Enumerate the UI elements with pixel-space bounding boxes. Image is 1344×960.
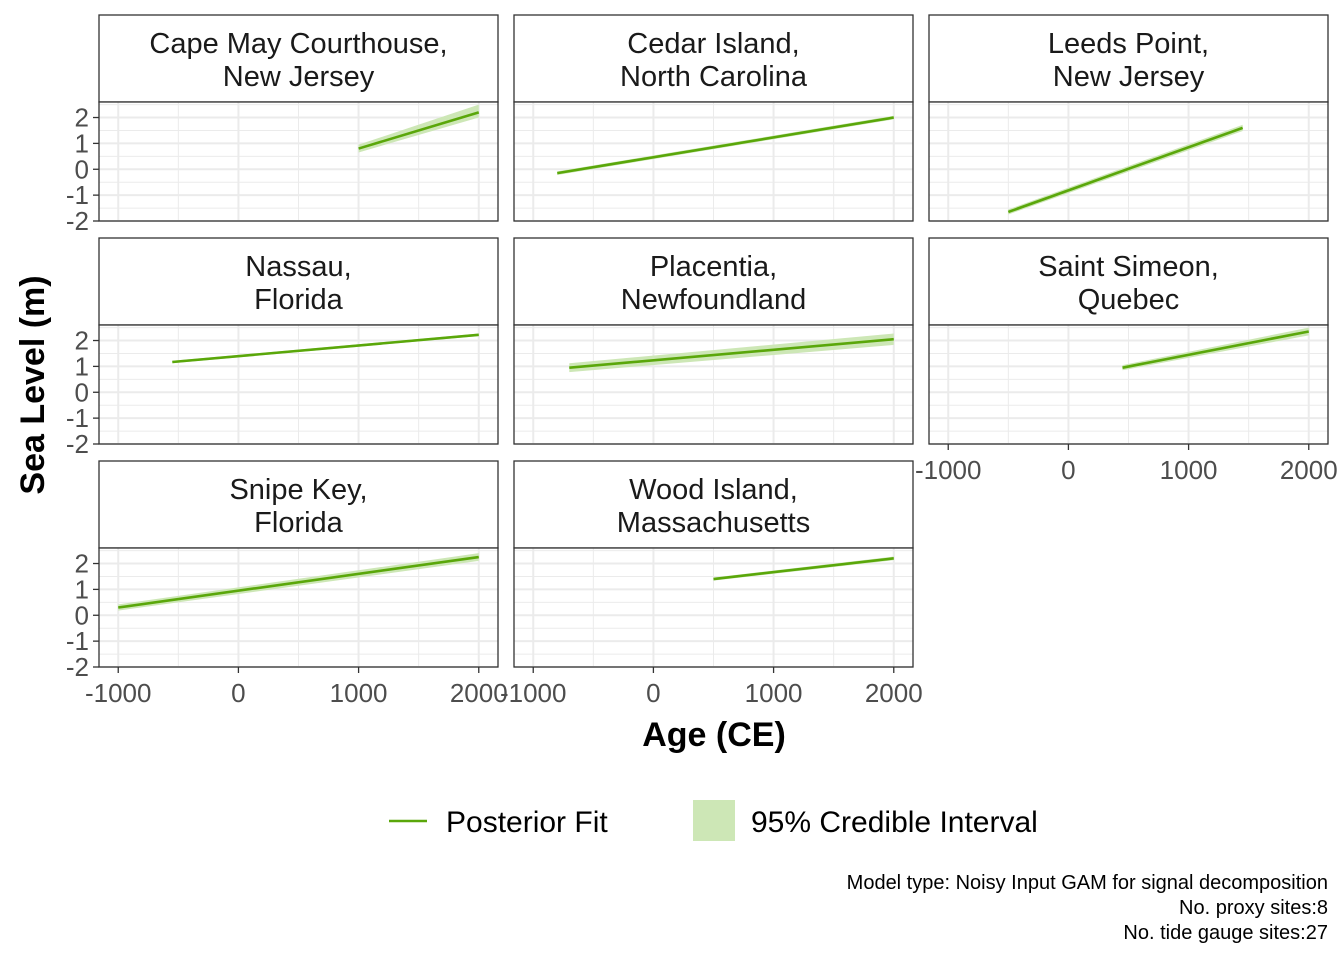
strip-title: Quebec [1078, 284, 1180, 316]
panel-border [98, 547, 499, 668]
grid-lines [99, 102, 498, 222]
strip-title: Nassau, [245, 251, 351, 283]
y-tick-label: -2 [66, 206, 89, 236]
y-tick-label: 2 [75, 549, 89, 579]
panel-border [98, 324, 499, 445]
strip-title: Florida [254, 507, 344, 539]
caption: Model type: Noisy Input GAM for signal d… [847, 872, 1328, 944]
posterior-fit-line [1007, 126, 1244, 214]
posterior-fit-line [557, 116, 894, 175]
strip-title: Placentia, [650, 251, 777, 283]
x-tick-label: -1000 [85, 678, 152, 708]
strip-box [98, 14, 499, 103]
facet-panel: Cedar Island,North Carolina [513, 14, 914, 222]
facet-panel: Leeds Point,New Jersey [928, 14, 1329, 222]
strip-title: Leeds Point, [1048, 28, 1209, 60]
x-tick-label: 0 [231, 678, 245, 708]
panel-border [928, 324, 1329, 445]
x-tick-label: 0 [646, 678, 660, 708]
posterior-fit-line [358, 111, 480, 150]
legend-label-credible-interval: 95% Credible Interval [751, 806, 1038, 839]
y-tick-label: -1 [66, 403, 89, 433]
y-tick-label: 1 [75, 351, 89, 381]
x-axis-title: Age (CE) [642, 716, 786, 754]
posterior-fit-line [172, 333, 479, 364]
facet-panel: Placentia,Newfoundland [513, 237, 914, 445]
strip-title: Florida [254, 284, 344, 316]
strip-box [98, 460, 499, 549]
x-tick-label: 1000 [745, 678, 803, 708]
x-tick-label: 2000 [1280, 455, 1338, 485]
x-tick-label: 2000 [865, 678, 923, 708]
y-axis-title: Sea Level (m) [14, 275, 52, 494]
strip-title: New Jersey [223, 61, 375, 93]
legend-label-posterior-fit: Posterior Fit [446, 806, 608, 839]
posterior-fit-line [1122, 330, 1310, 369]
strip-title: Saint Simeon, [1038, 251, 1219, 283]
strip-title: Cedar Island, [627, 28, 800, 60]
strip-box [513, 237, 914, 326]
strip-title: Snipe Key, [229, 474, 367, 506]
strip-box [513, 460, 914, 549]
posterior-fit-line [569, 337, 894, 369]
y-tick-label: 1 [75, 128, 89, 158]
y-tick-label: 2 [75, 103, 89, 133]
facet-panel: Saint Simeon,Quebec -1000 0 1000 2000 [915, 237, 1338, 485]
strip-title: Newfoundland [621, 284, 806, 316]
caption-line: Model type: Noisy Input GAM for signal d… [847, 872, 1328, 894]
posterior-fit-line [713, 557, 894, 581]
strip-box [98, 237, 499, 326]
panel-border [513, 101, 914, 222]
y-tick-label: 1 [75, 574, 89, 604]
x-tick-label: -1000 [915, 455, 982, 485]
y-tick-label: -1 [66, 180, 89, 210]
y-tick-label: 2 [75, 326, 89, 356]
strip-title: Cape May Courthouse, [149, 28, 447, 60]
strip-box [513, 14, 914, 103]
x-tick-label: 2000 [450, 678, 508, 708]
strip-title: North Carolina [620, 61, 808, 93]
strip-title: Massachusetts [617, 507, 810, 539]
x-tick-label: -1000 [500, 678, 567, 708]
strip-box [928, 237, 1329, 326]
panel-border [513, 547, 914, 668]
panel-border [928, 101, 1329, 222]
facet-panel: Wood Island,Massachusetts -1000 0 1000 2000 [500, 460, 923, 708]
y-tick-label: 0 [75, 377, 89, 407]
y-tick-label: 0 [75, 600, 89, 630]
panel-border [513, 324, 914, 445]
panel-border [98, 101, 499, 222]
posterior-fit-line [118, 555, 479, 609]
x-tick-label: 0 [1061, 455, 1075, 485]
strip-title: Wood Island, [629, 474, 798, 506]
x-tick-label: 1000 [330, 678, 388, 708]
caption-line: No. tide gauge sites:27 [1123, 922, 1328, 944]
legend: Posterior Fit 95% Credible Interval [389, 800, 1038, 841]
x-tick-label: 1000 [1160, 455, 1218, 485]
strip-box [928, 14, 1329, 103]
strip-title: New Jersey [1053, 61, 1205, 93]
y-tick-label: -2 [66, 429, 89, 459]
caption-line: No. proxy sites:8 [1179, 897, 1328, 919]
y-tick-label: -2 [66, 652, 89, 682]
y-tick-label: -1 [66, 626, 89, 656]
y-tick-label: 0 [75, 154, 89, 184]
legend-key-credible-interval [693, 800, 735, 841]
